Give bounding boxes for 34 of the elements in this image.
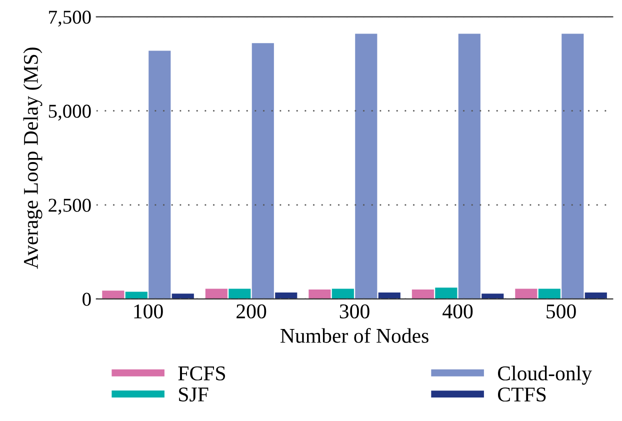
bar bbox=[252, 43, 274, 299]
bar bbox=[148, 50, 171, 299]
bar bbox=[562, 34, 584, 299]
x-tick-label: 100 bbox=[134, 304, 163, 318]
y-tick-label: 7,500 bbox=[49, 10, 91, 27]
x-axis-title: Number of Nodes bbox=[280, 328, 428, 343]
bar bbox=[172, 294, 194, 299]
bar bbox=[515, 288, 538, 299]
bar bbox=[205, 288, 228, 299]
bar bbox=[378, 292, 400, 299]
bar bbox=[275, 292, 298, 299]
x-tick-label: 500 bbox=[546, 304, 576, 318]
x-tick-label: 300 bbox=[340, 304, 370, 318]
y-tick-label: 2,500 bbox=[48, 198, 91, 215]
legend-label: SJF bbox=[179, 388, 208, 402]
y-tick-label: 5,000 bbox=[48, 104, 91, 121]
bar bbox=[308, 290, 331, 299]
y-tick-label: 0 bbox=[82, 292, 91, 306]
bar bbox=[102, 290, 124, 299]
bar bbox=[458, 34, 480, 299]
legend-label: FCFS bbox=[178, 366, 226, 380]
bar bbox=[482, 294, 504, 299]
x-tick-label: 200 bbox=[236, 304, 266, 318]
bar bbox=[412, 290, 434, 299]
y-axis-title: Average Loop Delay (MS) bbox=[23, 48, 42, 269]
bar bbox=[538, 288, 560, 299]
x-tick-label: 400 bbox=[442, 304, 473, 318]
bar bbox=[332, 288, 354, 299]
bar bbox=[228, 288, 251, 299]
bar bbox=[435, 288, 458, 299]
bar bbox=[584, 292, 607, 299]
legend-label: CTFS bbox=[498, 388, 546, 402]
legend-label: Cloud-only bbox=[498, 366, 592, 385]
bar bbox=[355, 34, 378, 299]
